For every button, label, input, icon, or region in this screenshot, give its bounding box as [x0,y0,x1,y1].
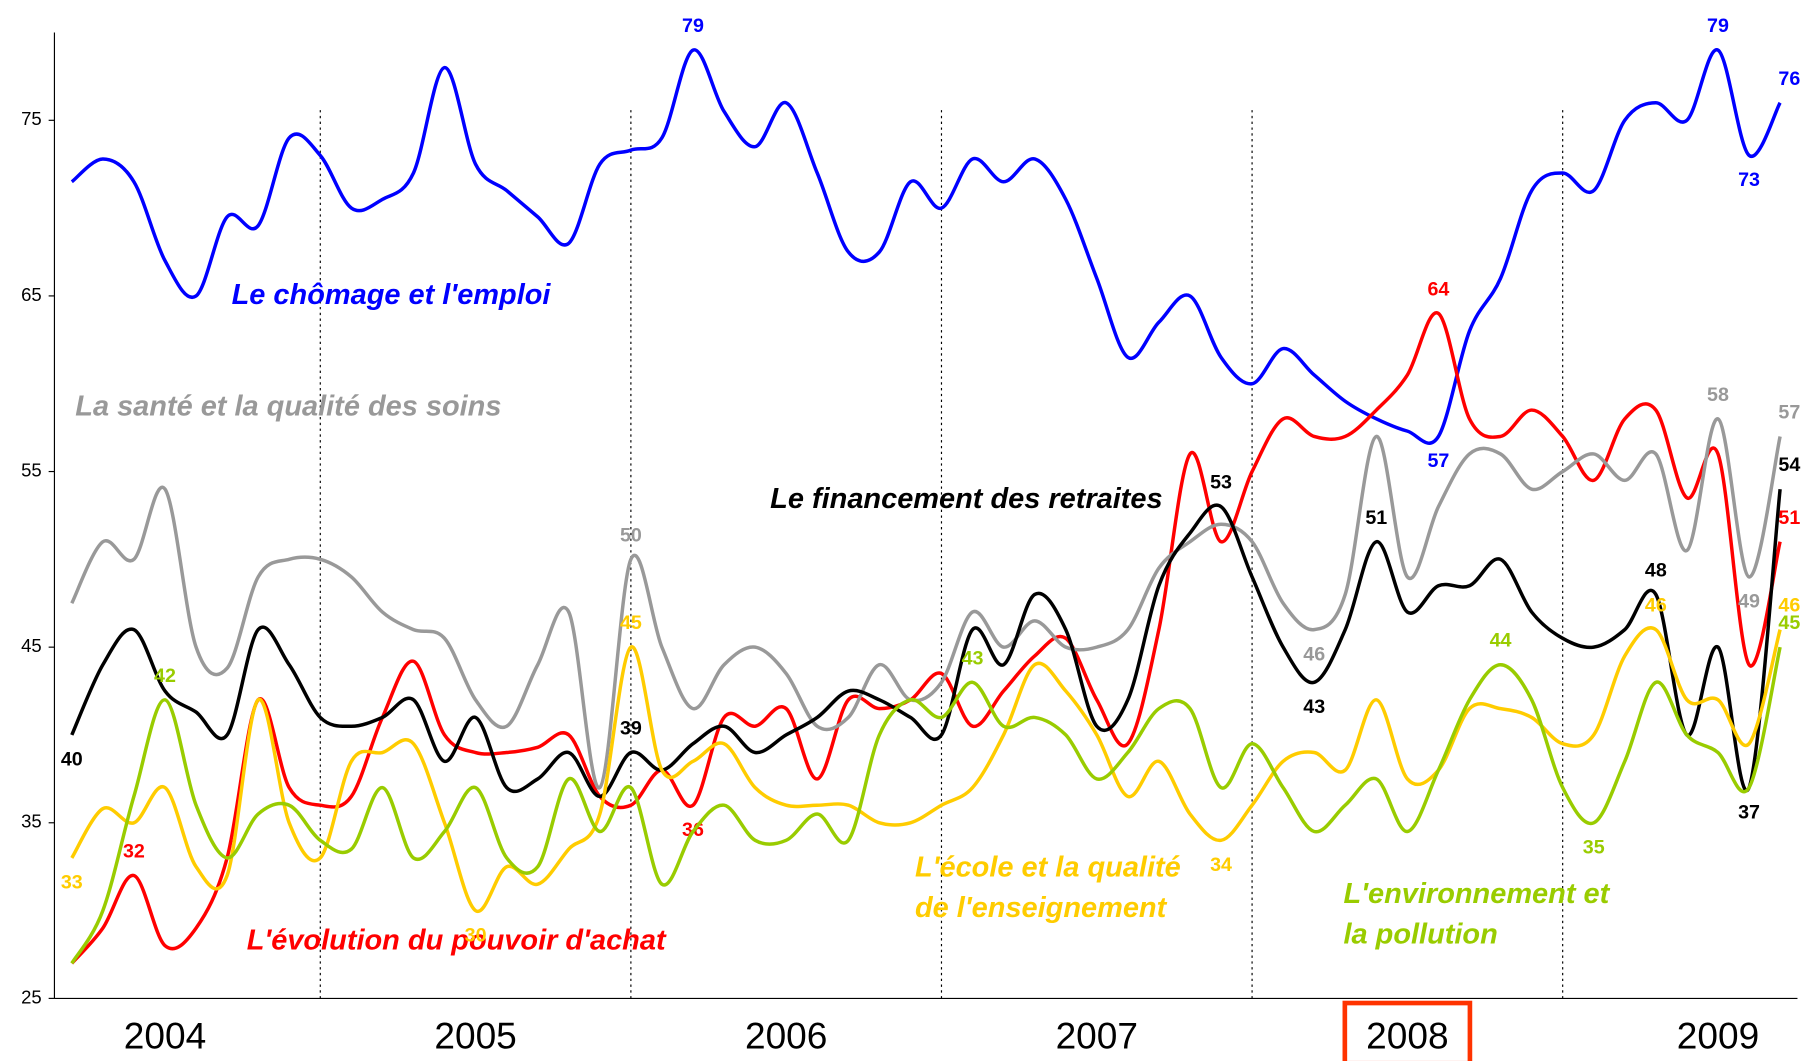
y-tick-label: 35 [21,811,42,832]
data-label: 40 [61,749,83,771]
data-label: 58 [1707,384,1729,406]
data-label: 53 [1210,472,1232,494]
data-label: 57 [1778,401,1800,423]
series-name: de l'enseignement [915,892,1168,924]
data-label: 43 [1303,696,1325,718]
y-tick-label: 55 [21,459,42,480]
x-tick-label: 2007 [1056,1015,1138,1057]
data-label: 37 [1738,801,1760,823]
y-tick-label: 25 [21,986,42,1007]
data-label: 79 [682,15,704,37]
data-label: 42 [154,665,176,687]
y-tick-label: 65 [21,284,42,305]
data-label: 35 [1583,836,1605,858]
series-name: La santé et la qualité des soins [75,390,501,422]
x-tick-label: 2008 [1366,1015,1448,1057]
data-label: 46 [1645,595,1667,617]
data-label: 51 [1778,507,1800,529]
series-line [70,488,1782,799]
series-name: Le chômage et l'emploi [232,279,552,311]
data-label: 46 [1778,595,1800,617]
y-tick-label: 45 [21,635,42,656]
data-label: 39 [620,718,642,740]
data-label: 32 [123,841,145,863]
series-name: L'évolution du pouvoir d'achat [247,924,667,956]
x-tick-label: 2009 [1677,1015,1759,1057]
series-line [70,417,1782,790]
data-label: 43 [962,647,984,669]
data-label: 64 [1427,279,1449,301]
data-label: 57 [1427,450,1449,472]
series-name: Le financement des retraites [770,483,1162,515]
data-label: 73 [1738,169,1760,191]
series-line [70,48,1782,445]
data-label: 49 [1738,591,1760,613]
series-name: L'école et la qualité [915,851,1181,883]
data-label: 48 [1645,560,1667,582]
data-label: 30 [465,924,487,946]
data-label: 50 [620,524,642,546]
data-label: 79 [1707,15,1729,37]
x-tick-label: 2006 [745,1015,827,1057]
series-name: L'environnement et [1343,878,1610,910]
y-tick-label: 75 [21,108,42,129]
data-label: 46 [1303,643,1325,665]
data-label: 44 [1490,630,1512,652]
series-line [70,311,1782,965]
series-line [70,626,1782,913]
data-label: 54 [1778,454,1800,476]
series-name: la pollution [1343,918,1497,950]
x-tick-label: 2004 [124,1015,206,1057]
data-label: 45 [1778,612,1800,634]
data-label: 34 [1210,854,1232,876]
data-label: 51 [1365,507,1387,529]
highlight-box [1342,1000,1473,1061]
data-label: 45 [620,612,642,634]
data-label: 33 [61,872,83,894]
x-tick-label: 2005 [434,1015,516,1057]
series-line [70,646,1782,965]
data-label: 76 [1778,68,1800,90]
